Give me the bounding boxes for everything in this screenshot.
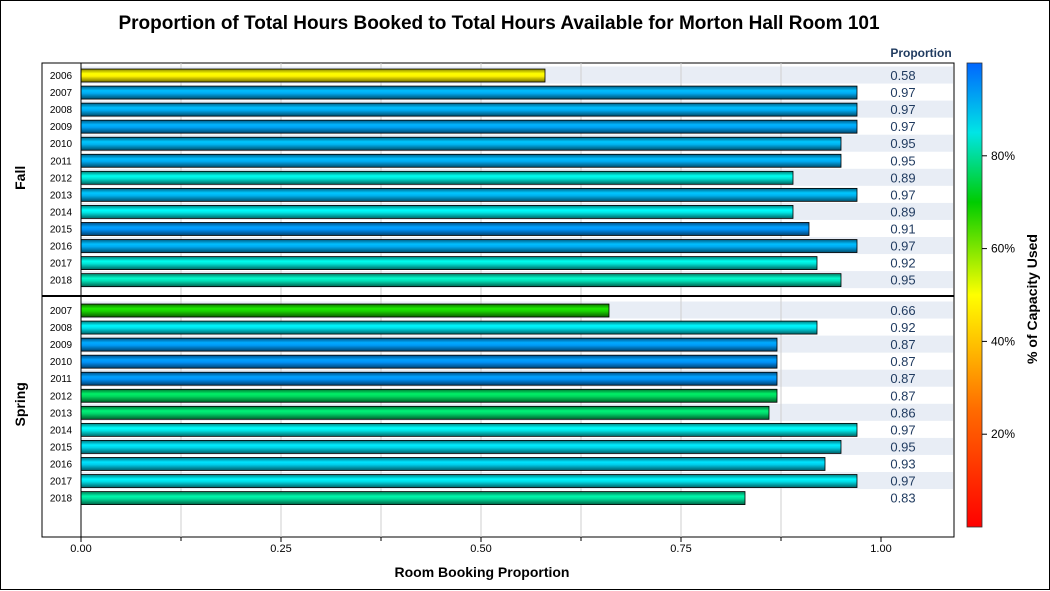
value-label: 0.95 [890,439,915,454]
value-label: 0.97 [890,474,915,489]
bar-spring-2014 [80,422,858,437]
category-label: 2011 [50,374,72,385]
value-label: 0.95 [890,273,915,288]
bar-fall-2016 [80,239,858,253]
bar-spring-2009 [80,337,778,352]
category-label: 2017 [50,259,73,270]
colorbar-tick-label: 60% [991,242,1015,256]
category-label: 2010 [50,357,73,368]
value-label: 0.95 [890,153,915,168]
bar-spring-2016 [80,457,826,471]
category-label: 2007 [50,306,73,317]
bar-spring-2011 [80,371,778,386]
value-label: 0.92 [890,320,915,335]
category-label: 2015 [50,442,73,453]
bar-spring-2018 [80,491,746,505]
bar-fall-2012 [80,170,794,185]
x-axis-label: Room Booking Proportion [395,564,570,580]
colorbar-tick-label: 80% [991,149,1015,163]
chart-title: Proportion of Total Hours Booked to Tota… [118,13,880,34]
x-tick-label: 0.25 [270,543,291,555]
plot-frame [41,62,955,538]
value-label: 0.89 [890,170,915,185]
category-label: 2006 [50,71,73,82]
bar-spring-2013 [80,405,770,420]
bar-fall-2018 [80,273,842,288]
category-label: 2014 [50,207,73,218]
x-tick-label: 0.00 [70,543,91,555]
value-label: 0.97 [890,102,915,117]
bar-spring-2010 [80,354,778,369]
x-tick-label: 0.75 [670,543,691,555]
value-column-header: Proportion [890,46,951,60]
bar-fall-2008 [80,102,858,117]
value-label: 0.83 [890,491,915,506]
value-label: 0.97 [890,422,915,437]
value-label: 0.97 [890,239,915,254]
category-label: 2013 [50,190,73,201]
value-label: 0.66 [890,303,915,318]
colorbar-tick-label: 20% [991,427,1015,441]
category-label: 2012 [50,391,73,402]
category-label: 2009 [50,122,73,133]
category-label: 2008 [50,323,73,334]
category-label: 2010 [50,139,73,150]
bar-fall-2007 [80,85,858,100]
colorbar-legend: 20% 40% 60% 80% [966,62,1015,528]
panel-labels: Fall Spring [12,166,28,427]
colorbar-label: % of Capacity Used [1024,234,1040,364]
category-label: 2016 [50,459,73,470]
category-label: 2016 [50,242,73,253]
bar-fall-2015 [80,222,810,236]
bar-fall-2009 [80,119,858,134]
value-label: 0.89 [890,204,915,219]
bar-fall-2014 [80,205,794,219]
bar-spring-2015 [80,440,842,454]
value-label: 0.86 [890,405,915,420]
value-label: 0.87 [890,337,915,352]
value-label: 0.87 [890,388,915,403]
value-label: 0.97 [890,119,915,134]
colorbar-tick-label: 40% [991,334,1015,348]
bar-fall-2006 [80,68,546,83]
category-label: 2011 [50,156,72,167]
category-label: 2007 [50,88,73,99]
bar-spring-2017 [80,474,858,488]
x-tick-label: 0.50 [470,543,491,555]
value-label: 0.91 [890,221,915,236]
category-label: 2009 [50,340,73,351]
category-label: 2018 [50,276,73,287]
value-label: 0.95 [890,136,915,151]
bar-fall-2011 [80,153,842,168]
bar-spring-2007 [80,303,610,318]
category-label: 2015 [50,224,73,235]
value-label: 0.93 [890,456,915,471]
x-tick-label: 1.00 [870,543,891,555]
bar-fall-2010 [80,136,842,151]
category-label: 2014 [50,425,73,436]
value-label: 0.58 [890,68,915,83]
plot-area: 2006 0.58 2007 0.97 2008 0.97 2009 0.97 2010 0.95… [41,62,955,555]
bar-spring-2012 [80,388,778,403]
bar-spring-2008 [80,320,818,335]
value-label: 0.97 [890,85,915,100]
category-label: 2017 [50,477,73,488]
category-label: 2012 [50,173,73,184]
value-label: 0.97 [890,187,915,202]
value-label: 0.92 [890,256,915,271]
panel-label-spring: Spring [12,382,28,426]
colorbar-gradient [966,62,983,528]
category-label: 2013 [50,408,73,419]
value-label: 0.87 [890,354,915,369]
category-label: 2008 [50,105,73,116]
panel-label-fall: Fall [12,166,28,190]
category-label: 2018 [50,494,73,505]
bar-fall-2013 [80,187,858,202]
value-label: 0.87 [890,371,915,386]
bar-fall-2017 [80,256,818,270]
